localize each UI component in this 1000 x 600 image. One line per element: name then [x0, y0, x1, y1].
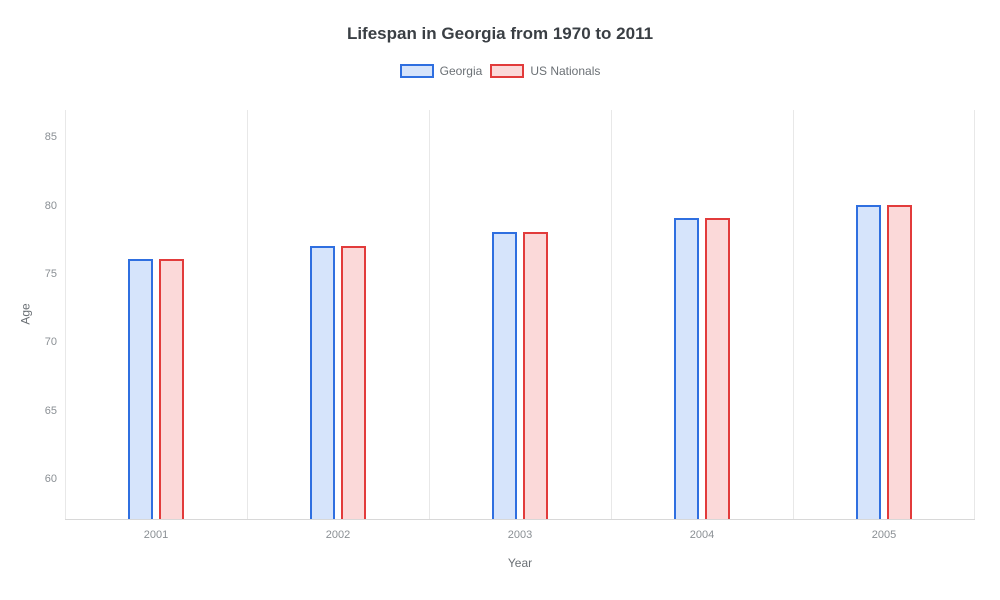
bar: [310, 246, 335, 519]
y-tick-label: 70: [45, 336, 57, 348]
legend-item: Georgia: [400, 64, 483, 78]
bar: [856, 205, 881, 519]
bar: [341, 246, 366, 519]
gridline: [974, 110, 975, 519]
bar: [128, 259, 153, 519]
x-tick-label: 2001: [144, 529, 168, 541]
y-tick-label: 60: [45, 473, 57, 485]
x-tick-label: 2004: [690, 529, 714, 541]
legend-swatch: [490, 64, 524, 78]
gridline: [793, 110, 794, 519]
y-axis-title: Age: [19, 303, 33, 324]
bar: [674, 218, 699, 519]
bar: [492, 232, 517, 519]
gridline: [611, 110, 612, 519]
legend-label: US Nationals: [530, 64, 600, 78]
y-tick-label: 80: [45, 200, 57, 212]
legend-swatch: [400, 64, 434, 78]
gridline: [65, 110, 66, 519]
x-tick-label: 2005: [872, 529, 896, 541]
bar: [523, 232, 548, 519]
legend-label: Georgia: [440, 64, 483, 78]
y-tick-label: 75: [45, 268, 57, 280]
x-tick-label: 2002: [326, 529, 350, 541]
chart-container: Lifespan in Georgia from 1970 to 2011 Ge…: [0, 0, 1000, 600]
bar: [705, 218, 730, 519]
bar: [159, 259, 184, 519]
y-tick-label: 85: [45, 131, 57, 143]
x-tick-label: 2003: [508, 529, 532, 541]
x-axis-title: Year: [508, 556, 532, 570]
y-tick-label: 65: [45, 405, 57, 417]
chart-legend: Georgia US Nationals: [0, 64, 1000, 78]
gridline: [429, 110, 430, 519]
bar: [887, 205, 912, 519]
legend-item: US Nationals: [490, 64, 600, 78]
chart-title: Lifespan in Georgia from 1970 to 2011: [0, 24, 1000, 44]
plot-area: 60657075808520012002200320042005: [65, 110, 975, 520]
gridline: [247, 110, 248, 519]
